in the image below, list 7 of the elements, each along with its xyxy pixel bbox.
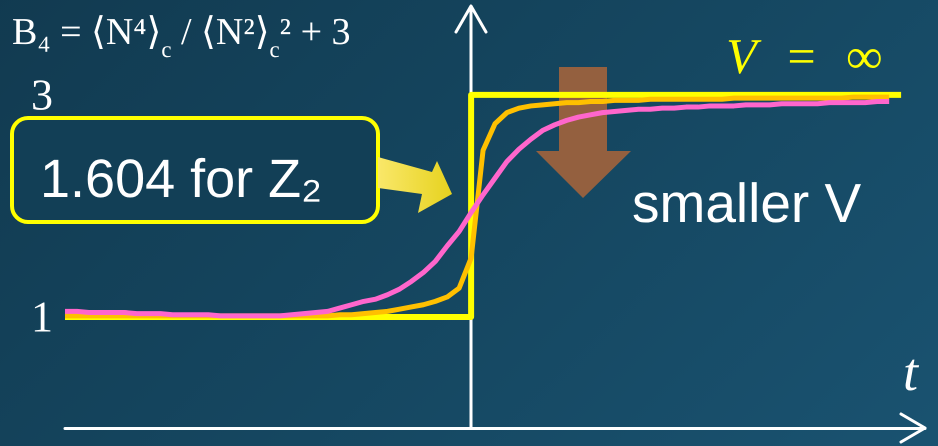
x-axis-title: t bbox=[903, 342, 920, 402]
y-tick-label: 3 bbox=[31, 70, 53, 120]
annotation: 1.604 for Z₂ bbox=[40, 149, 322, 209]
series-label: V = ∞ bbox=[726, 28, 882, 84]
y-tick-label: 1 bbox=[31, 292, 53, 342]
annotation: smaller V bbox=[632, 172, 862, 234]
chart-title: B₄ = ⟨N⁴⟩$_{c}$ / ⟨N²⟩$_{c}$² + 3 bbox=[12, 11, 350, 62]
